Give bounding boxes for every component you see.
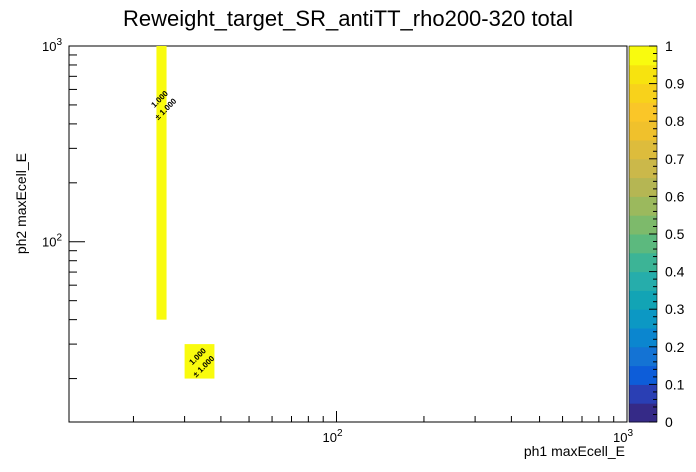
colorbar-band — [629, 309, 657, 329]
colorbar-band — [629, 121, 657, 141]
colorbar-band — [629, 102, 657, 122]
colorbar-tick-label: 0.6 — [665, 188, 685, 204]
colorbar-tick-label: 0.1 — [665, 376, 685, 392]
colorbar-band — [629, 140, 657, 160]
colorbar-tick-label: 0.8 — [665, 113, 685, 129]
colorbar-tick-label: 0.5 — [665, 226, 685, 242]
colorbar-tick-label: 0.9 — [665, 76, 685, 92]
colorbar-band — [629, 177, 657, 197]
y-tick-label: 103 — [42, 37, 62, 54]
colorbar-band — [629, 403, 657, 423]
colorbar-tick-label: 0.7 — [665, 151, 685, 167]
colorbar-band — [629, 215, 657, 235]
colorbar: 0 0.1 0.2 0.3 0.4 0.5 0.6 0.7 0.8 0.9 1 — [628, 38, 685, 430]
colorbar-tick-label: 0.4 — [665, 264, 685, 280]
colorbar-tick-label: 0 — [665, 414, 673, 430]
colorbar-tick-label: 0.3 — [665, 301, 685, 317]
colorbar-band — [629, 46, 657, 66]
colorbar-band — [629, 271, 657, 291]
y-axis: 102 103 — [42, 37, 85, 380]
colorbar-band — [629, 365, 657, 385]
colorbar-band — [629, 384, 657, 404]
colorbar-band — [629, 64, 657, 85]
x-axis-label: ph1 maxEcell_E — [524, 443, 625, 459]
colorbar-band — [629, 346, 657, 367]
colorbar-band — [629, 290, 657, 310]
chart-title: Reweight_target_SR_antiTT_rho200-320 tot… — [123, 6, 573, 31]
heatmap-cell — [156, 46, 167, 320]
y-tick-label: 102 — [42, 233, 62, 250]
colorbar-tick-label: 1 — [665, 38, 673, 54]
y-axis-label: ph2 maxEcell_E — [13, 153, 29, 254]
x-tick-label: 103 — [613, 428, 633, 445]
colorbar-band — [629, 196, 657, 216]
colorbar-band — [629, 328, 657, 348]
x-tick-label: 102 — [322, 428, 342, 445]
colorbar-tick-label: 0.2 — [665, 339, 685, 355]
heatmap-cell — [184, 344, 215, 379]
colorbar-band — [629, 252, 657, 273]
colorbar-band — [629, 234, 657, 254]
colorbar-band — [629, 83, 657, 103]
colorbar-band — [629, 158, 657, 179]
x-axis: 102 103 — [132, 411, 633, 445]
